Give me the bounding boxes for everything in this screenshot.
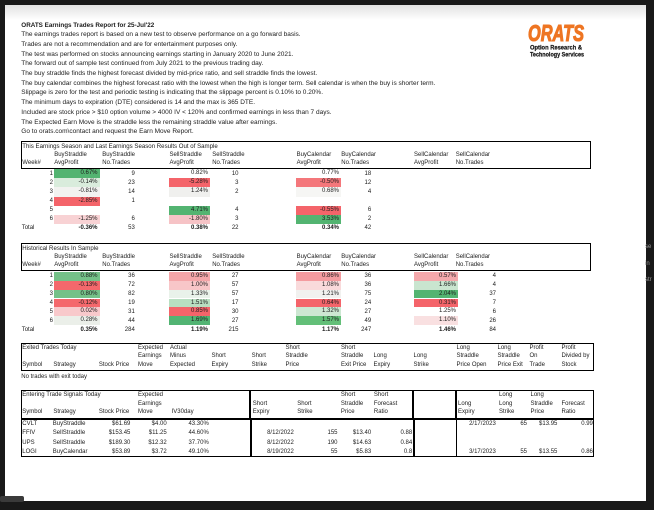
svg-text:Technology Services: Technology Services (530, 52, 584, 59)
svg-text:Option Research &: Option Research & (530, 45, 582, 52)
svg-text:ORATS: ORATS (528, 22, 584, 46)
